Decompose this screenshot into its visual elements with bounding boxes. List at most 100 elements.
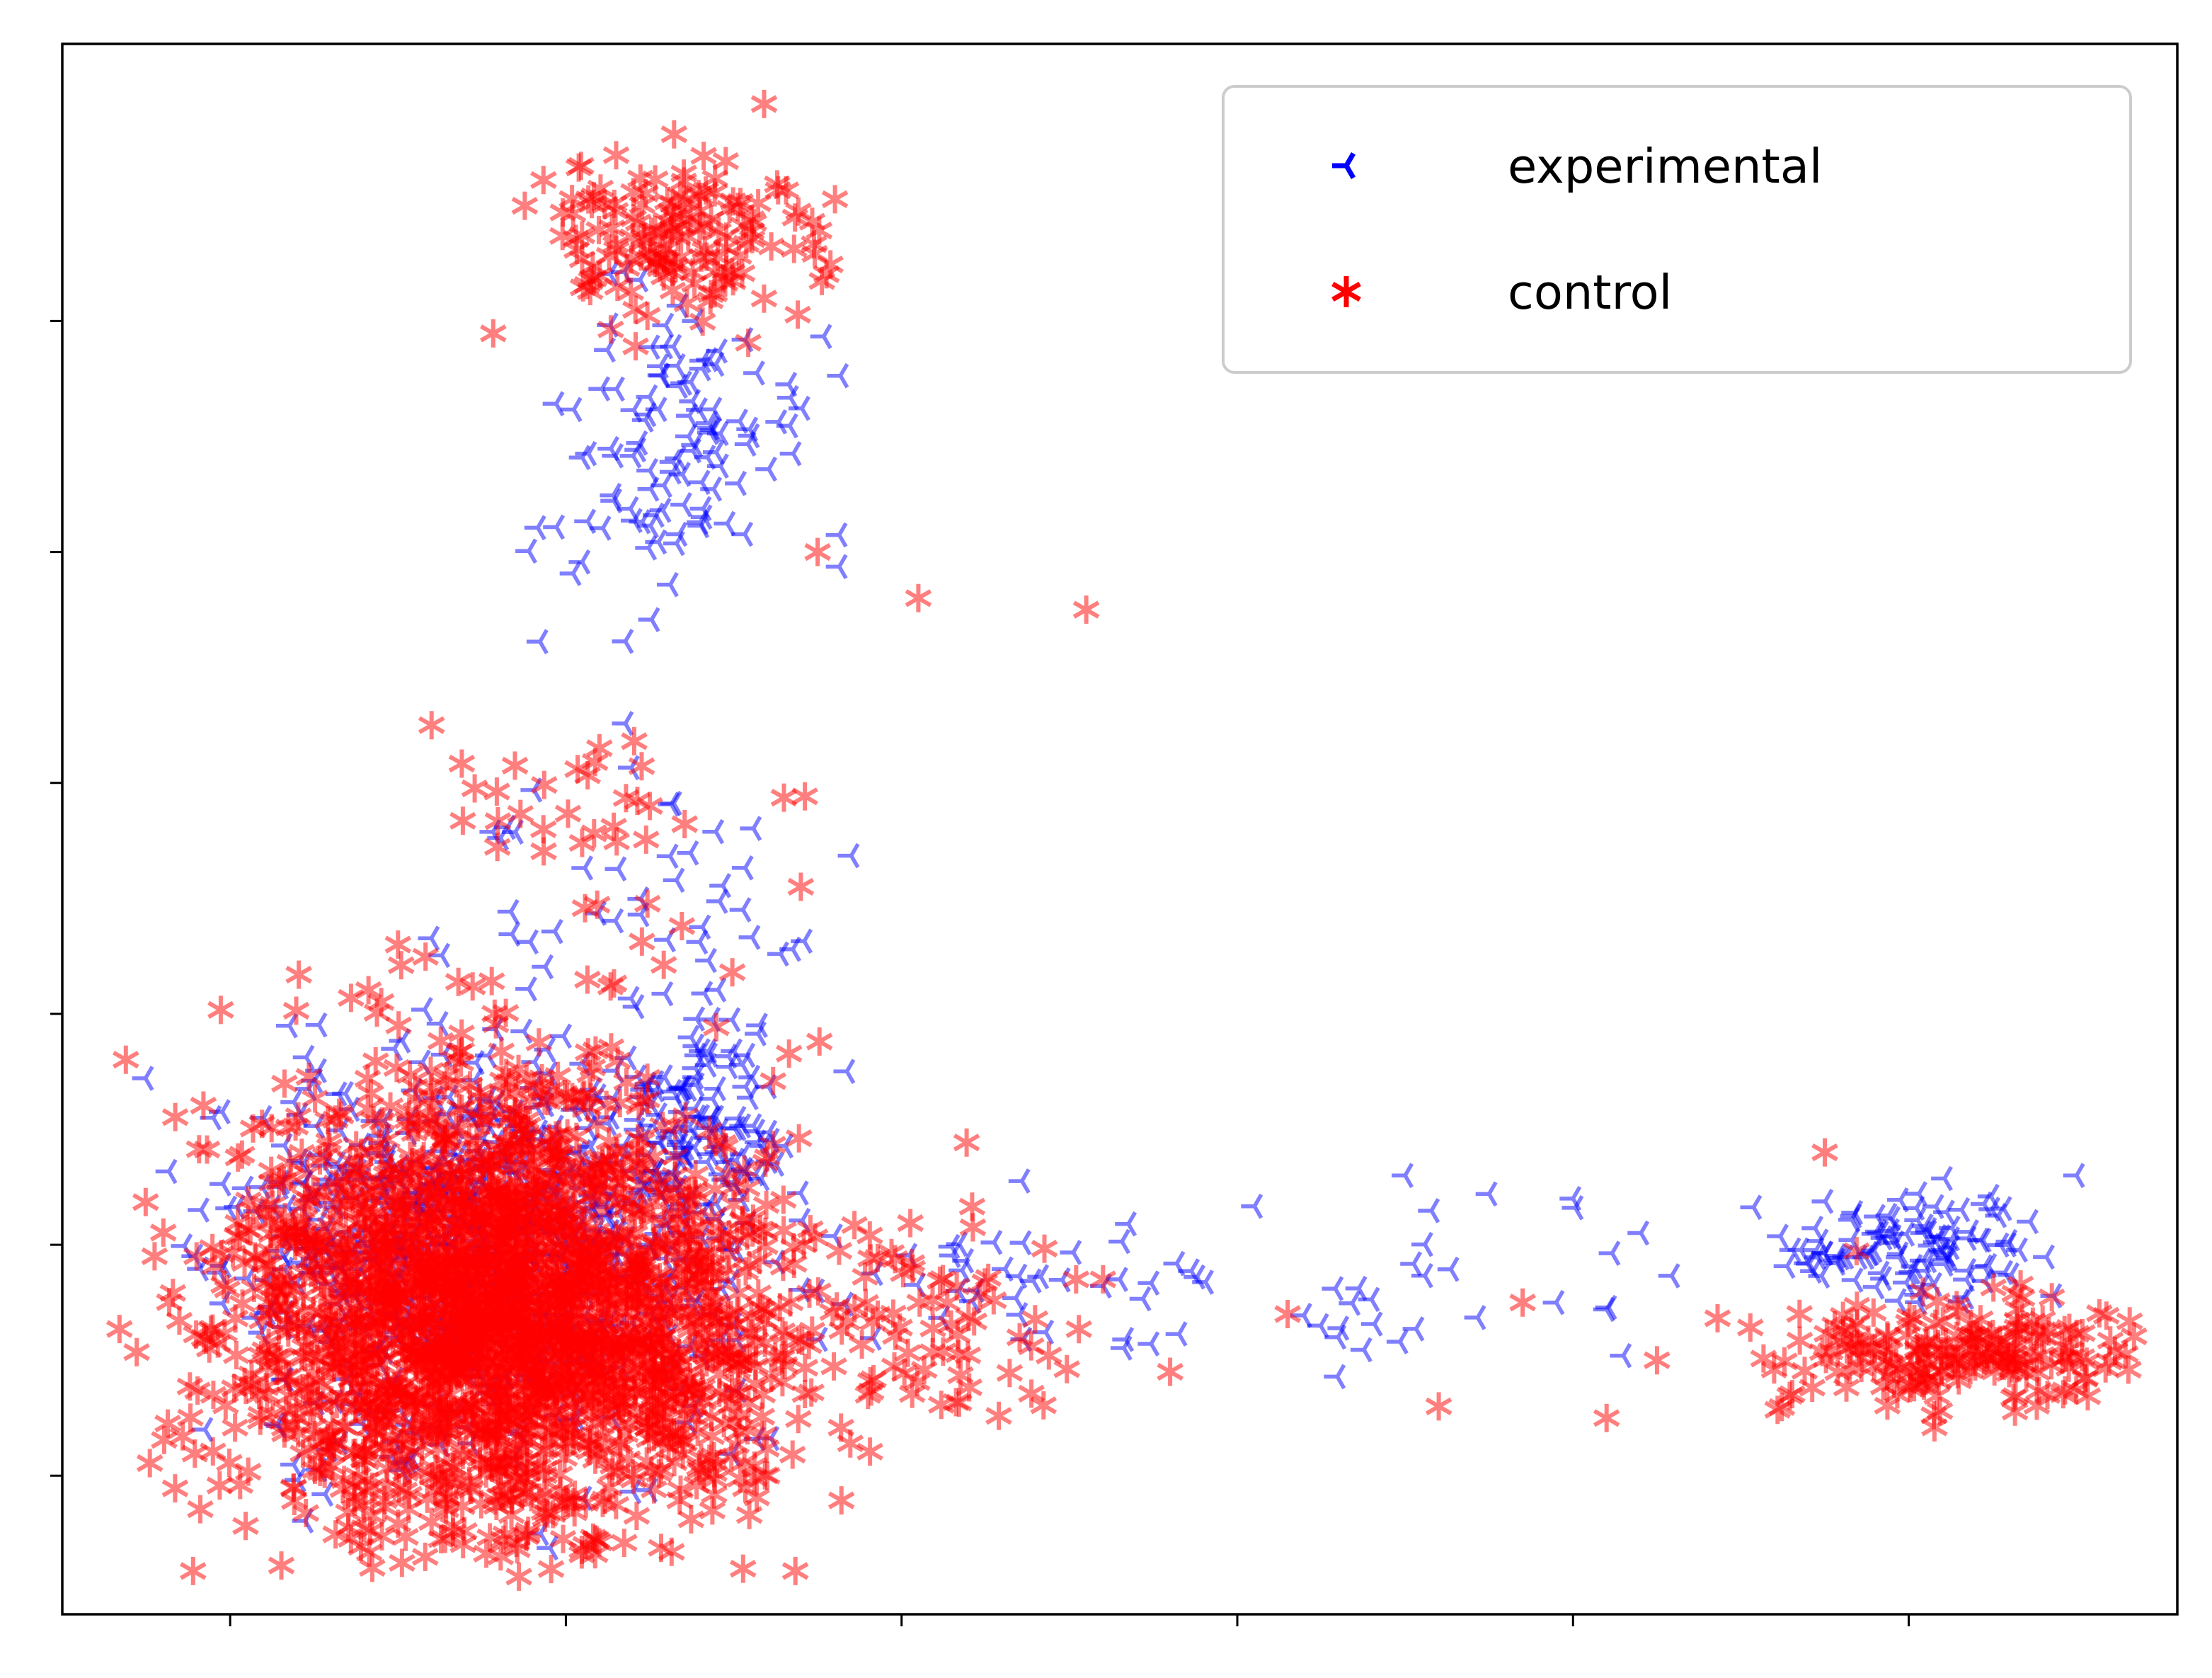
experimental-point [755,456,777,482]
legend-label-control: control [1508,265,1672,320]
experimental-point [732,1074,755,1100]
experimental-point [550,1023,573,1049]
experimental-point [810,324,832,350]
legend-box [1222,85,2132,374]
experimental-point [670,492,692,518]
experimental-point [1841,1267,1864,1293]
experimental-point [594,337,616,363]
control-point [112,1045,139,1074]
experimental-point [683,1006,706,1032]
experimental-point [1870,1266,1892,1291]
experimental-point [1137,1270,1160,1296]
experimental-point [1928,1237,1951,1263]
control-point [484,806,512,835]
experimental-point [1627,1220,1650,1246]
experimental-point [1895,1260,1917,1286]
experimental-point [132,1066,154,1091]
experimental-point [779,441,802,467]
control-point [271,1069,298,1098]
experimental-point [574,508,597,535]
experimental-point [1953,1267,1975,1293]
experimental-point [603,376,625,402]
experimental-point [2063,1163,2085,1189]
experimental-point [686,397,708,423]
experimental-point [743,360,765,386]
experimental-point [1108,1228,1130,1255]
experimental-point [738,925,761,950]
experimental-point [833,1058,856,1085]
experimental-point [1129,1286,1152,1312]
experimental-point [1884,1288,1907,1313]
experimental-point [1957,1219,1980,1245]
experimental-point [668,1075,691,1102]
experimental-point [702,818,725,845]
control-point [703,1012,730,1041]
experimental-point [1995,1228,2018,1255]
experimental-point [652,312,675,338]
experimental-point [588,376,611,401]
experimental-point [1879,1223,1902,1250]
experimental-point [765,409,788,435]
experimental-point [1658,1263,1680,1289]
experimental-point [325,1081,348,1107]
experimental-point [656,571,679,598]
experimental-point [1904,1207,1927,1233]
experimental-point [600,482,622,508]
experimental-point [980,1230,1003,1255]
experimental-point [1400,1251,1423,1277]
experimental-point [1948,1197,1971,1223]
experimental-point [1322,1276,1344,1301]
experimental-point [1886,1187,1909,1213]
experimental-point [695,947,717,974]
experimental-point [1886,1241,1909,1267]
experimental-point [991,1256,1014,1282]
points-layer [105,89,2148,1591]
experimental-point [1437,1256,1460,1282]
experimental-point [209,1171,231,1197]
experimental-point [837,843,860,869]
experimental-point [689,355,711,382]
experimental-point [1060,1240,1082,1265]
experimental-point [604,856,627,881]
experimental-point [524,515,546,541]
experimental-point [515,538,537,564]
experimental-point [731,855,754,881]
experimental-point [541,918,563,944]
experimental-point [1008,1168,1031,1194]
experimental-point [825,522,848,548]
experimental-point [740,816,762,841]
experimental-point [706,889,728,914]
experimental-point [631,407,654,433]
experimental-point [543,514,566,540]
control-point [537,1555,565,1584]
experimental-point [827,363,849,389]
experimental-point [663,867,685,894]
experimental-point [602,443,624,469]
experimental-point [560,396,583,423]
experimental-point [775,372,798,397]
experimental-point [526,629,549,655]
experimental-point [702,439,725,465]
experimental-point [1418,1198,1440,1223]
experimental-point [155,1158,178,1185]
experimental-point [686,929,709,955]
experimental-point [1358,1286,1380,1313]
experimental-point [638,607,660,632]
experimental-point [658,792,680,817]
control-point [354,1095,382,1124]
experimental-point [1350,1337,1373,1363]
experimental-point [1598,1240,1621,1266]
experimental-point [1324,1324,1347,1350]
experimental-point [2033,1244,2055,1270]
experimental-point [305,1012,328,1038]
experimental-point [515,976,537,1002]
experimental-point [725,470,747,496]
experimental-point [645,529,667,555]
experimental-point [1360,1311,1383,1337]
experimental-point [1475,1181,1498,1207]
experimental-point [636,384,658,410]
experimental-point [946,1231,968,1257]
experimental-point [1841,1199,1864,1226]
legend-label-experimental: experimental [1508,139,1823,194]
